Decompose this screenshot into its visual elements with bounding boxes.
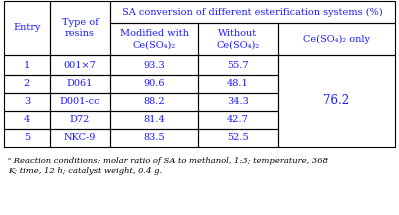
Text: Type of
resins: Type of resins (61, 18, 99, 38)
Text: Ce(SO₄)₂ only: Ce(SO₄)₂ only (303, 34, 370, 44)
Text: 76.2: 76.2 (324, 95, 350, 108)
Text: 42.7: 42.7 (227, 115, 249, 124)
Text: 52.5: 52.5 (227, 134, 249, 143)
Text: 48.1: 48.1 (227, 80, 249, 89)
Text: ᵃ Reaction conditions: molar ratio of SA to methanol, 1:3; temperature, 368: ᵃ Reaction conditions: molar ratio of SA… (8, 157, 328, 165)
Text: 4: 4 (24, 115, 30, 124)
Text: 3: 3 (24, 97, 30, 106)
Text: D001-cc: D001-cc (60, 97, 100, 106)
Text: 93.3: 93.3 (143, 60, 165, 69)
Text: 34.3: 34.3 (227, 97, 249, 106)
Text: D061: D061 (67, 80, 93, 89)
Text: 81.4: 81.4 (143, 115, 165, 124)
Text: 83.5: 83.5 (143, 134, 165, 143)
Text: Entry: Entry (13, 23, 41, 32)
Text: 88.2: 88.2 (143, 97, 165, 106)
Text: Modified with
Ce(SO₄)₂: Modified with Ce(SO₄)₂ (120, 29, 188, 49)
Text: Without
Ce(SO₄)₂: Without Ce(SO₄)₂ (216, 29, 260, 49)
Text: 90.6: 90.6 (143, 80, 165, 89)
Text: 55.7: 55.7 (227, 60, 249, 69)
Text: 5: 5 (24, 134, 30, 143)
Text: 1: 1 (24, 60, 30, 69)
Text: K; time, 12 h; catalyst weight, 0.4 g.: K; time, 12 h; catalyst weight, 0.4 g. (8, 167, 162, 175)
Text: 001×7: 001×7 (63, 60, 97, 69)
Text: D72: D72 (70, 115, 90, 124)
Text: SA conversion of different esterification systems (%): SA conversion of different esterificatio… (122, 8, 383, 17)
Text: 2: 2 (24, 80, 30, 89)
Text: NKC-9: NKC-9 (64, 134, 96, 143)
